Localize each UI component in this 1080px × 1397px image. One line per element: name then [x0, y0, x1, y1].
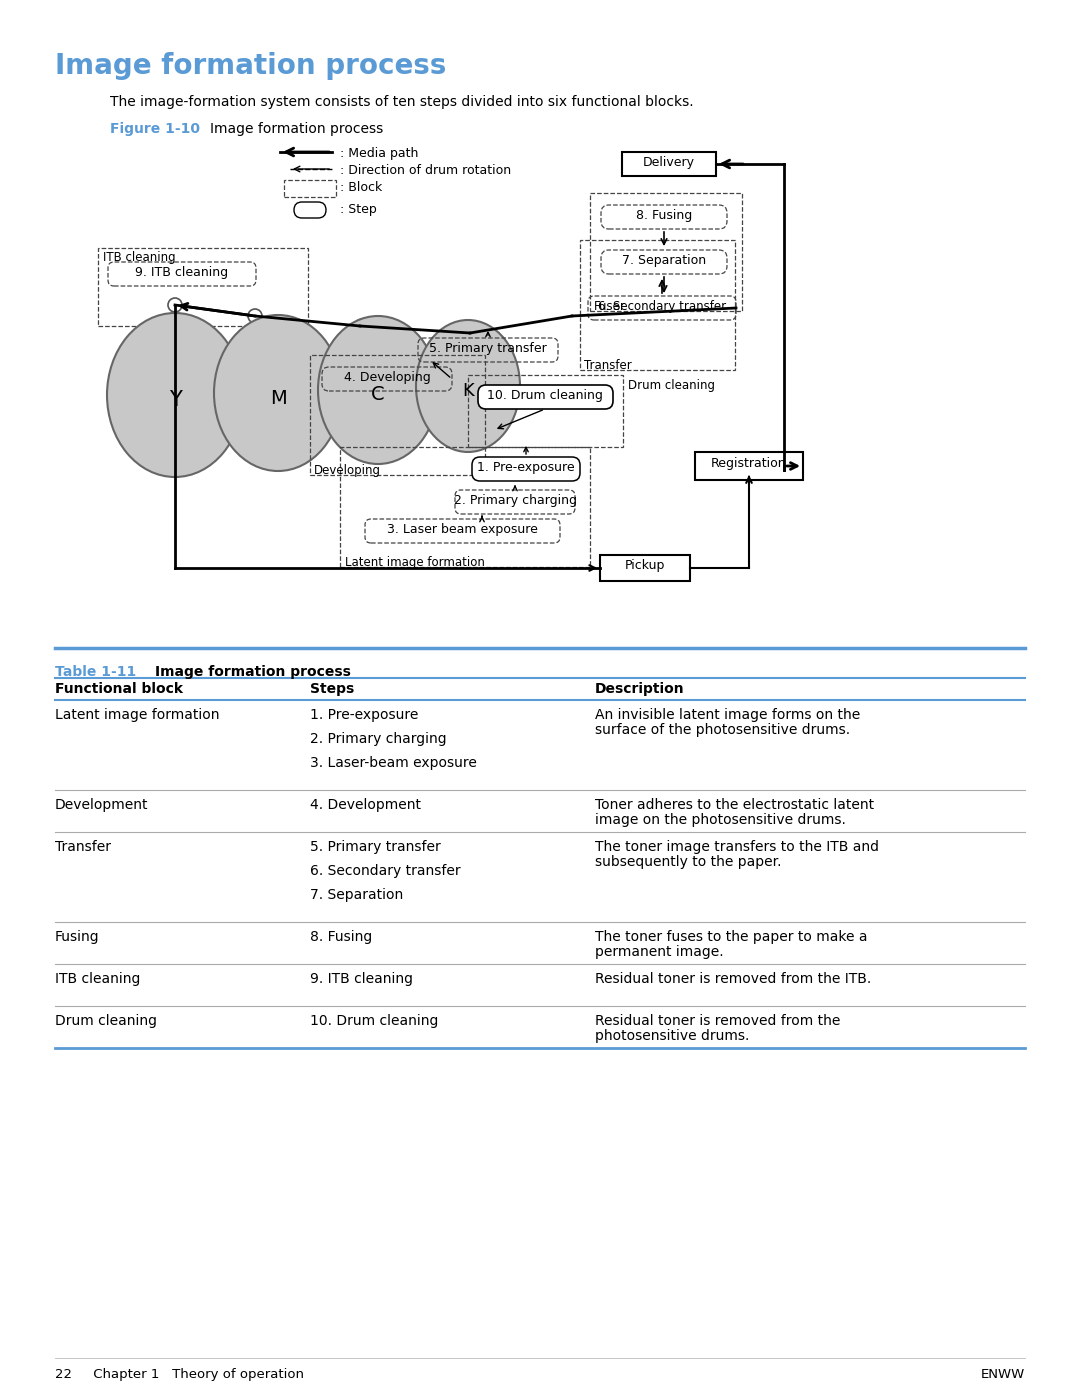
Text: Table 1-11: Table 1-11: [55, 665, 136, 679]
FancyBboxPatch shape: [294, 203, 326, 218]
Text: C: C: [372, 386, 384, 405]
Text: 22     Chapter 1   Theory of operation: 22 Chapter 1 Theory of operation: [55, 1368, 303, 1382]
Text: Latent image formation: Latent image formation: [55, 708, 219, 722]
Bar: [284, 180, 336, 197]
Text: 5. Primary transfer: 5. Primary transfer: [310, 840, 441, 854]
Text: subsequently to the paper.: subsequently to the paper.: [595, 855, 782, 869]
Circle shape: [168, 298, 183, 312]
Text: Figure 1-10: Figure 1-10: [110, 122, 200, 136]
Text: Delivery: Delivery: [643, 156, 696, 169]
Text: Fusing: Fusing: [55, 930, 99, 944]
Text: 8. Fusing: 8. Fusing: [636, 210, 692, 222]
Text: 4. Development: 4. Development: [310, 798, 421, 812]
Text: Steps: Steps: [310, 682, 354, 696]
Text: : Block: : Block: [340, 182, 382, 194]
FancyBboxPatch shape: [478, 386, 613, 409]
Text: 10. Drum cleaning: 10. Drum cleaning: [310, 1014, 438, 1028]
Text: 1. Pre-exposure: 1. Pre-exposure: [477, 461, 575, 474]
FancyBboxPatch shape: [472, 457, 580, 481]
Bar: [98, 249, 308, 326]
Bar: [622, 152, 716, 176]
Text: Pickup: Pickup: [625, 559, 665, 571]
Circle shape: [248, 309, 262, 323]
Text: Developing: Developing: [314, 464, 381, 476]
Text: Drum cleaning: Drum cleaning: [627, 379, 715, 393]
Text: permanent image.: permanent image.: [595, 944, 724, 958]
Text: image on the photosensitive drums.: image on the photosensitive drums.: [595, 813, 846, 827]
Bar: [600, 555, 690, 581]
Text: 6. Secondary transfer: 6. Secondary transfer: [598, 300, 726, 313]
Text: 9. ITB cleaning: 9. ITB cleaning: [310, 972, 413, 986]
Ellipse shape: [416, 320, 519, 453]
Text: Description: Description: [595, 682, 685, 696]
Ellipse shape: [107, 313, 243, 476]
Text: 2. Primary charging: 2. Primary charging: [310, 732, 447, 746]
Text: Drum cleaning: Drum cleaning: [55, 1014, 157, 1028]
Text: K: K: [462, 381, 474, 400]
Text: Functional block: Functional block: [55, 682, 183, 696]
Text: Y: Y: [168, 390, 181, 409]
Text: Latent image formation: Latent image formation: [345, 556, 485, 569]
Text: surface of the photosensitive drums.: surface of the photosensitive drums.: [595, 724, 850, 738]
Text: Residual toner is removed from the: Residual toner is removed from the: [595, 1014, 840, 1028]
Text: 3. Laser-beam exposure: 3. Laser-beam exposure: [310, 756, 477, 770]
Bar: [310, 355, 485, 475]
Text: The toner image transfers to the ITB and: The toner image transfers to the ITB and: [595, 840, 879, 854]
Text: : Direction of drum rotation: : Direction of drum rotation: [340, 163, 511, 177]
Text: M: M: [270, 388, 286, 408]
Text: ITB cleaning: ITB cleaning: [55, 972, 140, 986]
Text: 10. Drum cleaning: 10. Drum cleaning: [487, 388, 603, 402]
Text: 3. Laser beam exposure: 3. Laser beam exposure: [387, 522, 538, 536]
Text: ENWW: ENWW: [981, 1368, 1025, 1382]
Text: : Media path: : Media path: [340, 147, 418, 161]
Bar: [696, 453, 804, 481]
Text: Transfer: Transfer: [584, 359, 632, 372]
Text: Transfer: Transfer: [55, 840, 111, 854]
Circle shape: [463, 326, 477, 339]
Text: 9. ITB cleaning: 9. ITB cleaning: [135, 265, 229, 279]
Text: 5. Primary transfer: 5. Primary transfer: [429, 342, 546, 355]
Text: 2. Primary charging: 2. Primary charging: [454, 495, 577, 507]
Text: Image formation process: Image formation process: [156, 665, 351, 679]
Text: photosensitive drums.: photosensitive drums.: [595, 1030, 750, 1044]
Text: 7. Separation: 7. Separation: [622, 254, 706, 267]
Ellipse shape: [214, 314, 342, 471]
Text: Development: Development: [55, 798, 149, 812]
Text: The image-formation system consists of ten steps divided into six functional blo: The image-formation system consists of t…: [110, 95, 693, 109]
Text: Registration: Registration: [712, 457, 787, 469]
Bar: [340, 447, 590, 567]
Bar: [580, 240, 735, 370]
Text: Residual toner is removed from the ITB.: Residual toner is removed from the ITB.: [595, 972, 872, 986]
Text: Image formation process: Image formation process: [55, 52, 446, 80]
Text: Toner adheres to the electrostatic latent: Toner adheres to the electrostatic laten…: [595, 798, 874, 812]
Text: 4. Developing: 4. Developing: [343, 372, 430, 384]
Text: 7. Separation: 7. Separation: [310, 888, 403, 902]
Text: : Step: : Step: [340, 203, 377, 217]
Text: Image formation process: Image formation process: [210, 122, 383, 136]
Text: An invisible latent image forms on the: An invisible latent image forms on the: [595, 708, 861, 722]
Text: The toner fuses to the paper to make a: The toner fuses to the paper to make a: [595, 930, 867, 944]
Text: Fuser: Fuser: [594, 300, 626, 313]
Text: 6. Secondary transfer: 6. Secondary transfer: [310, 863, 461, 877]
Ellipse shape: [318, 316, 438, 464]
Text: ITB cleaning: ITB cleaning: [103, 251, 176, 264]
Circle shape: [355, 319, 369, 332]
Bar: [468, 374, 623, 447]
Bar: [590, 193, 742, 312]
Text: 8. Fusing: 8. Fusing: [310, 930, 373, 944]
Text: 1. Pre-exposure: 1. Pre-exposure: [310, 708, 418, 722]
